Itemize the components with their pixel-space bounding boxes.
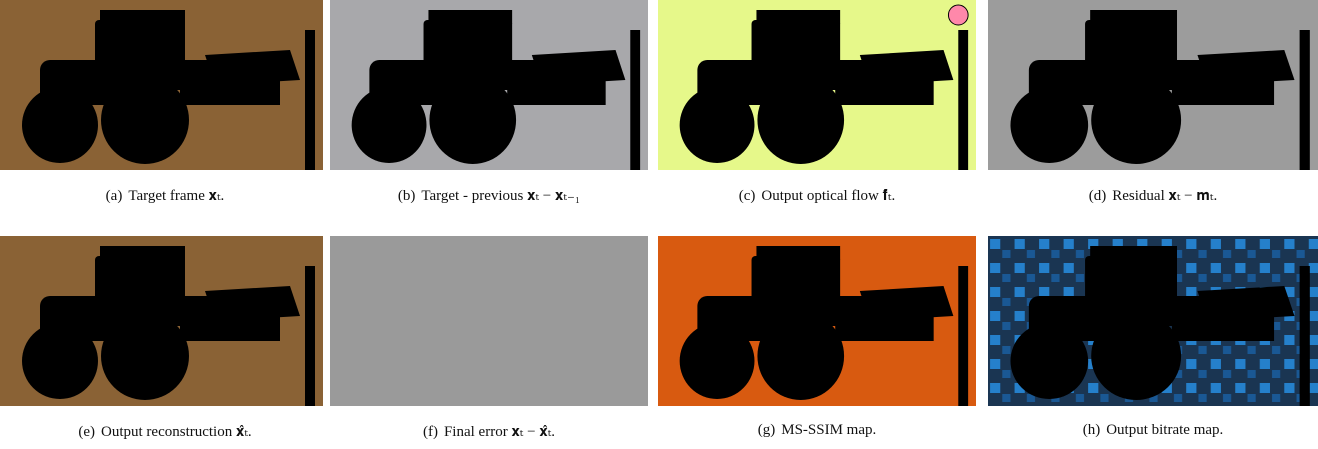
caption-text: Final error 𝐱ₜ − 𝐱̂ₜ. [444, 424, 555, 440]
caption-label: (a) [106, 188, 123, 204]
caption: (d) Residual 𝐱ₜ − 𝐦ₜ. [988, 186, 1318, 205]
figure: .a .cab{fill:#1f3a22}.a .roof{fill:#eee}… [0, 0, 1318, 449]
caption: (b) Target - previous 𝐱ₜ − 𝐱ₜ₋₁ [324, 186, 654, 205]
image-ms-ssim-map: .g .cab,.g .body,.g .body2,.g .tyre{fill… [658, 236, 976, 406]
caption: (h) Output bitrate map. [988, 422, 1318, 439]
caption-label: (d) [1089, 188, 1107, 204]
caption-label: (c) [739, 188, 756, 204]
caption: (a) Target frame 𝐱ₜ. [0, 186, 330, 205]
caption: (c) Output optical flow 𝐟̂ₜ. [652, 186, 982, 205]
image-target-frame: .a .cab{fill:#1f3a22}.a .roof{fill:#eee}… [0, 0, 323, 170]
caption-text: Residual 𝐱ₜ − 𝐦ₜ. [1112, 188, 1217, 204]
caption-text: Output bitrate map. [1106, 422, 1223, 438]
caption-text: Output reconstruction 𝐱̂ₜ. [101, 424, 252, 440]
caption-label: (b) [398, 188, 416, 204]
image-final-error [330, 236, 648, 406]
caption-text: Output optical flow 𝐟̂ₜ. [761, 188, 895, 204]
caption: (g) MS-SSIM map. [652, 422, 982, 439]
caption-label: (e) [78, 424, 95, 440]
caption: (e) Output reconstruction 𝐱̂ₜ. [0, 422, 330, 441]
image-bitrate-map: .h .cab,.h .body,.h .body2,.h .tyre{fill… [988, 236, 1318, 406]
caption-label: (f) [423, 424, 438, 440]
image-optical-flow: .c .cab{fill:#6a4ad8}.c .roof{fill:#5a3a… [658, 0, 976, 170]
caption-text: Target - previous 𝐱ₜ − 𝐱ₜ₋₁ [421, 188, 580, 204]
image-reconstruction [0, 236, 323, 406]
caption-label: (g) [758, 422, 776, 438]
caption-label: (h) [1083, 422, 1101, 438]
caption-text: Target frame 𝐱ₜ. [128, 188, 224, 204]
image-residual: .d .cab,.d .roof,.d .body,.d .body2,.d .… [988, 0, 1318, 170]
caption: (f) Final error 𝐱ₜ − 𝐱̂ₜ. [324, 422, 654, 441]
image-frame-difference: .b .cab,.b .roof,.b .body,.b .body2,.b .… [330, 0, 648, 170]
caption-text: MS-SSIM map. [781, 422, 876, 438]
